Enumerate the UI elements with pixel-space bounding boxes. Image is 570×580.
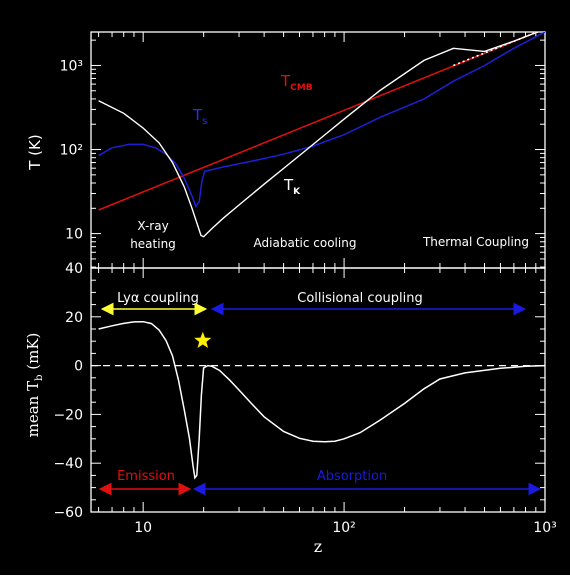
tick-label: 20 (65, 310, 83, 326)
region-xray-line2: heating (130, 237, 176, 251)
star-marker (194, 331, 212, 348)
tick-label: 0 (74, 359, 83, 375)
series-kinetic (98, 32, 540, 238)
series-mean-tb (98, 320, 545, 480)
absorption-label: Absorption (317, 469, 387, 484)
top-y-axis-label: T (K) (26, 134, 44, 170)
series-spin (98, 32, 545, 209)
x-axis-label: z (314, 537, 322, 556)
region-thermal-label: Thermal Coupling (422, 235, 529, 249)
tick-label: 10³ (60, 58, 83, 74)
tick-label: 10 (134, 520, 152, 536)
region-xray-line1: X-ray (137, 219, 168, 233)
coupled-tail-dots (453, 32, 540, 67)
tick-label: −40 (53, 456, 83, 472)
t-k-label: TK (283, 176, 301, 197)
tick-label: 10 (65, 227, 83, 243)
tick-label: 40 (65, 261, 83, 277)
tick-label: 10² (60, 143, 83, 159)
lya-coupling-label: Lyα coupling (117, 291, 199, 306)
t-cmb-label: TCMB (280, 72, 313, 93)
tick-label: 10² (332, 520, 355, 536)
t-s-label: Ts (192, 106, 207, 127)
region-adiabatic-label: Adiabatic cooling (254, 236, 357, 250)
collisional-coupling-label: Collisional coupling (297, 291, 422, 306)
bottom-y-axis-label: mean Tb (mK) (24, 333, 45, 438)
tick-label: −60 (53, 505, 83, 521)
emission-label: Emission (117, 469, 175, 484)
tick-label: −20 (53, 407, 83, 423)
tick-label: 10³ (533, 520, 556, 536)
series-cmb (98, 32, 540, 211)
